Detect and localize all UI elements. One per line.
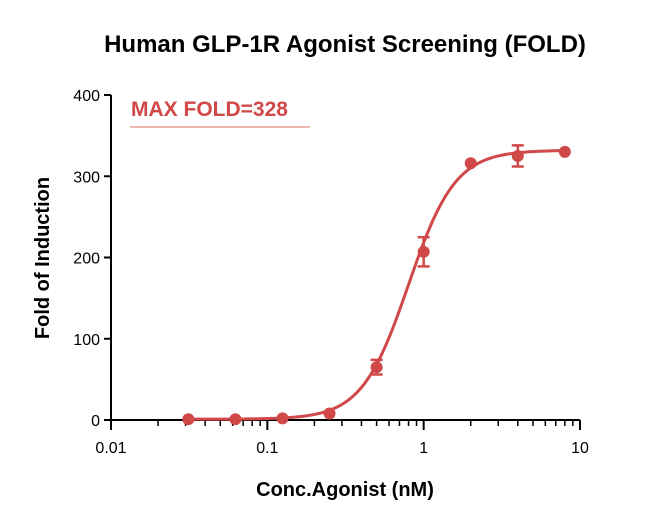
data-point [229,413,242,426]
x-axis: 0.01 0.1 1 10 [95,419,589,457]
y-axis: 0 100 200 300 400 [73,88,112,430]
x-tick-label: 0.1 [256,440,278,457]
chart-title: Human GLP-1R Agonist Screening (FOLD) [104,31,586,58]
y-axis-title: Fold of Induction [32,177,54,339]
y-tick-label: 100 [73,332,100,349]
y-tick-label: 300 [73,169,100,186]
data-point [558,145,571,158]
data-point [276,412,289,425]
data-point [182,413,195,426]
x-axis-title: Conc.Agonist (nM) [256,479,434,501]
data-point [464,157,477,170]
fit-curve-group [188,149,565,421]
y-tick-label: 200 [73,251,100,268]
annotation-text: MAX FOLD=328 [131,98,288,121]
y-tick-label: 0 [91,413,100,430]
x-tick-label: 10 [571,440,589,457]
x-tick-label: 0.01 [95,440,126,457]
data-points-group [182,144,571,426]
x-tick-label: 1 [419,440,428,457]
fit-curve [188,149,565,421]
data-point [370,361,383,374]
data-point [417,245,430,258]
data-point [511,149,524,162]
data-point [323,407,336,420]
y-tick-label: 400 [73,88,100,105]
